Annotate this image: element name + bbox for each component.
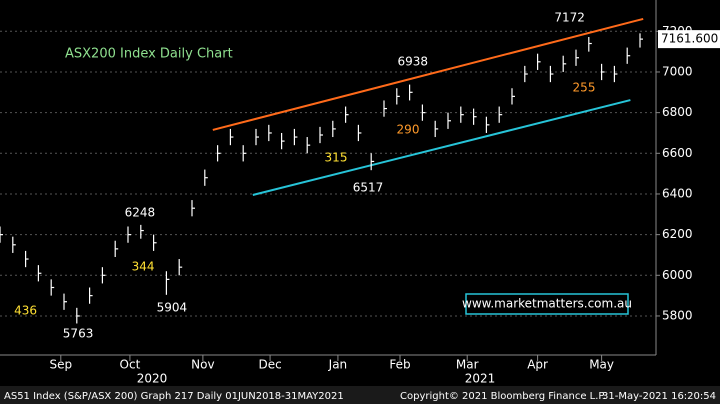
link-box: [465, 293, 629, 315]
x-tick-label: Jan: [328, 358, 348, 372]
x-tick-label: Mar: [456, 358, 479, 372]
footer-bar: [0, 386, 720, 404]
year-label: 2021: [465, 372, 496, 386]
last-price-box: [658, 30, 720, 49]
annotation: 436: [14, 304, 37, 318]
y-tick-label: 6800: [662, 105, 693, 119]
annotation: 344: [132, 259, 155, 273]
annotation: 5904: [157, 301, 188, 315]
y-tick-label: 7000: [662, 64, 693, 78]
trendline: [212, 17, 644, 131]
chart-title: ASX200 Index Daily Chart: [65, 47, 233, 62]
y-tick-label: 6400: [662, 186, 693, 200]
y-tick-label: 5800: [662, 308, 693, 322]
x-tick-label: Dec: [258, 358, 281, 372]
y-tick-label: 6000: [662, 268, 693, 282]
footer-middle: Copyright© 2021 Bloomberg Finance L.P.: [400, 391, 606, 402]
footer-right: 31-May-2021 16:20:54: [602, 391, 716, 402]
x-tick-label: Feb: [389, 358, 410, 372]
annotation: 5763: [63, 327, 94, 341]
last-price-label: 7161.600: [661, 32, 718, 46]
year-label: 2020: [137, 372, 168, 386]
y-tick-label: 6600: [662, 146, 693, 160]
trendline: [252, 99, 631, 196]
annotation: 315: [325, 150, 348, 164]
annotation: 7172: [554, 10, 585, 24]
x-tick-label: Sep: [49, 358, 72, 372]
annotation: 290: [397, 122, 420, 136]
annotation: 6938: [398, 55, 429, 69]
annotation: 6517: [353, 181, 384, 195]
annotation: 255: [573, 81, 596, 95]
x-tick-label: Apr: [527, 358, 548, 372]
link: www.marketmatters.com.au: [462, 297, 632, 311]
annotation: 6248: [125, 206, 156, 220]
y-tick-label: 6200: [662, 227, 693, 241]
x-tick-label: Oct: [120, 358, 141, 372]
footer-left: AS51 Index (S&P/ASX 200) Graph 217 Daily…: [4, 391, 344, 402]
x-tick-label: May: [589, 358, 614, 372]
x-tick-label: Nov: [191, 358, 214, 372]
